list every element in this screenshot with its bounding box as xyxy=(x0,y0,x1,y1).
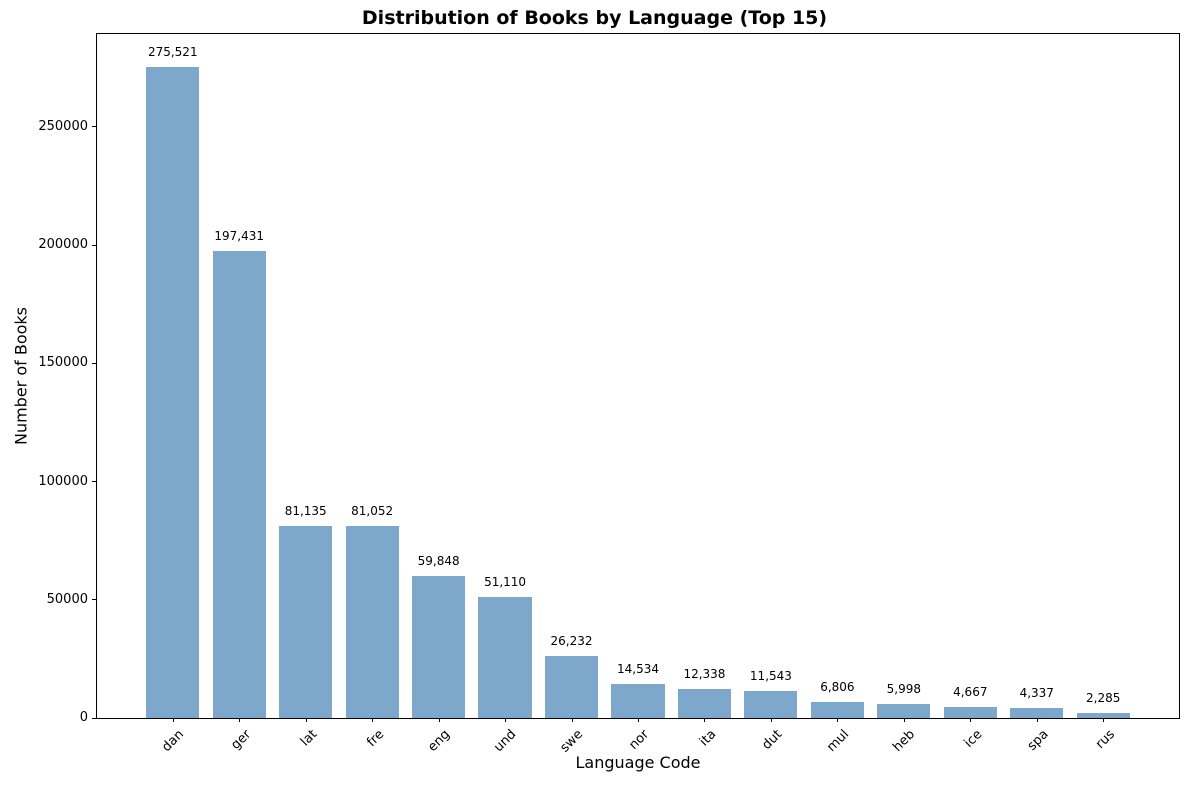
y-tick-mark xyxy=(92,126,96,128)
x-tick-label-ice: ice xyxy=(961,727,985,751)
bar-mul xyxy=(810,701,864,718)
bar-value-label: 4,337 xyxy=(1019,685,1054,700)
x-axis-label: Language Code xyxy=(575,753,701,772)
y-tick-label: 50000 xyxy=(46,591,88,607)
x-tick-label-und: und xyxy=(491,727,520,756)
x-tick-mark xyxy=(172,718,174,722)
x-tick-mark xyxy=(438,718,440,722)
x-tick-label-nor: nor xyxy=(626,727,653,753)
x-tick-label-eng: eng xyxy=(425,727,454,755)
bar-swe xyxy=(544,655,599,718)
bar-value-label: 51,110 xyxy=(484,575,527,590)
bar-value-label: 12,338 xyxy=(683,666,726,681)
bar-value-label: 275,521 xyxy=(147,44,198,59)
y-tick-mark xyxy=(92,362,96,364)
bar-eng xyxy=(412,576,466,718)
x-tick-mark xyxy=(770,718,772,722)
plot-area: 275,521 dan 197,431 ger 81,135 lat 81,052 fre 59… xyxy=(38,33,1180,756)
x-tick-label-ger: ger xyxy=(227,727,254,753)
y-tick-mark xyxy=(92,599,96,601)
bar-und xyxy=(478,597,532,718)
x-tick-label-swe: swe xyxy=(557,727,587,756)
x-tick-label-dut: dut xyxy=(759,727,786,753)
bar-value-label: 5,998 xyxy=(886,681,922,696)
bar-heb xyxy=(877,703,931,718)
bar-rus xyxy=(1076,712,1130,718)
y-tick-label: 200000 xyxy=(38,237,88,253)
x-tick-label-fre: fre xyxy=(363,727,387,751)
bar-value-label: 2,285 xyxy=(1086,690,1121,705)
x-tick-label-mul: mul xyxy=(824,727,852,755)
chart-title: Distribution of Books by Language (Top 1… xyxy=(361,7,828,29)
bar-fre xyxy=(345,526,399,718)
bar-dut xyxy=(744,690,798,718)
bar-value-label: 4,667 xyxy=(953,684,988,699)
bar-value-label: 81,052 xyxy=(351,504,394,519)
x-tick-mark xyxy=(638,718,639,722)
x-tick-label-rus: rus xyxy=(1092,727,1118,753)
x-tick-mark xyxy=(1036,718,1038,722)
x-tick-label-lat: lat xyxy=(297,727,321,750)
x-tick-mark xyxy=(305,718,307,722)
y-tick-label: 150000 xyxy=(38,355,88,371)
bar-value-label: 26,232 xyxy=(550,633,593,648)
x-tick-mark xyxy=(704,718,706,722)
bar-value-label: 6,806 xyxy=(820,679,855,694)
y-tick-mark xyxy=(92,481,96,483)
x-tick-mark xyxy=(1103,718,1105,722)
bar-value-label: 197,431 xyxy=(214,229,265,244)
bar-value-label: 11,543 xyxy=(749,668,792,683)
bar-lat xyxy=(279,526,333,718)
x-tick-label-heb: heb xyxy=(890,727,919,755)
bar-ger xyxy=(212,251,266,718)
x-tick-label-ita: ita xyxy=(696,727,720,750)
bar-ice xyxy=(943,706,997,718)
x-tick-mark xyxy=(372,718,374,722)
y-tick-label: 250000 xyxy=(38,118,88,134)
y-tick-mark xyxy=(92,717,96,719)
x-tick-mark xyxy=(903,718,905,722)
x-tick-mark xyxy=(571,718,573,722)
bar-value-label: 59,848 xyxy=(417,554,460,569)
bar-value-label: 81,135 xyxy=(284,504,327,519)
bar-ita xyxy=(677,688,732,718)
bar-nor xyxy=(611,683,665,718)
x-tick-mark xyxy=(505,718,507,722)
x-tick-mark xyxy=(837,718,839,722)
y-axis-label: Number of Books xyxy=(11,306,31,446)
bar-spa xyxy=(1010,707,1064,718)
x-tick-mark xyxy=(970,718,972,722)
bar-value-label: 14,534 xyxy=(617,661,659,676)
y-tick-mark xyxy=(92,244,96,246)
x-tick-label-dan: dan xyxy=(159,727,188,755)
x-tick-mark xyxy=(239,718,241,722)
y-tick-label: 100000 xyxy=(38,473,88,489)
bar-dan xyxy=(146,66,200,718)
x-tick-label-spa: spa xyxy=(1024,727,1052,754)
y-tick-label: 0 xyxy=(79,710,88,725)
